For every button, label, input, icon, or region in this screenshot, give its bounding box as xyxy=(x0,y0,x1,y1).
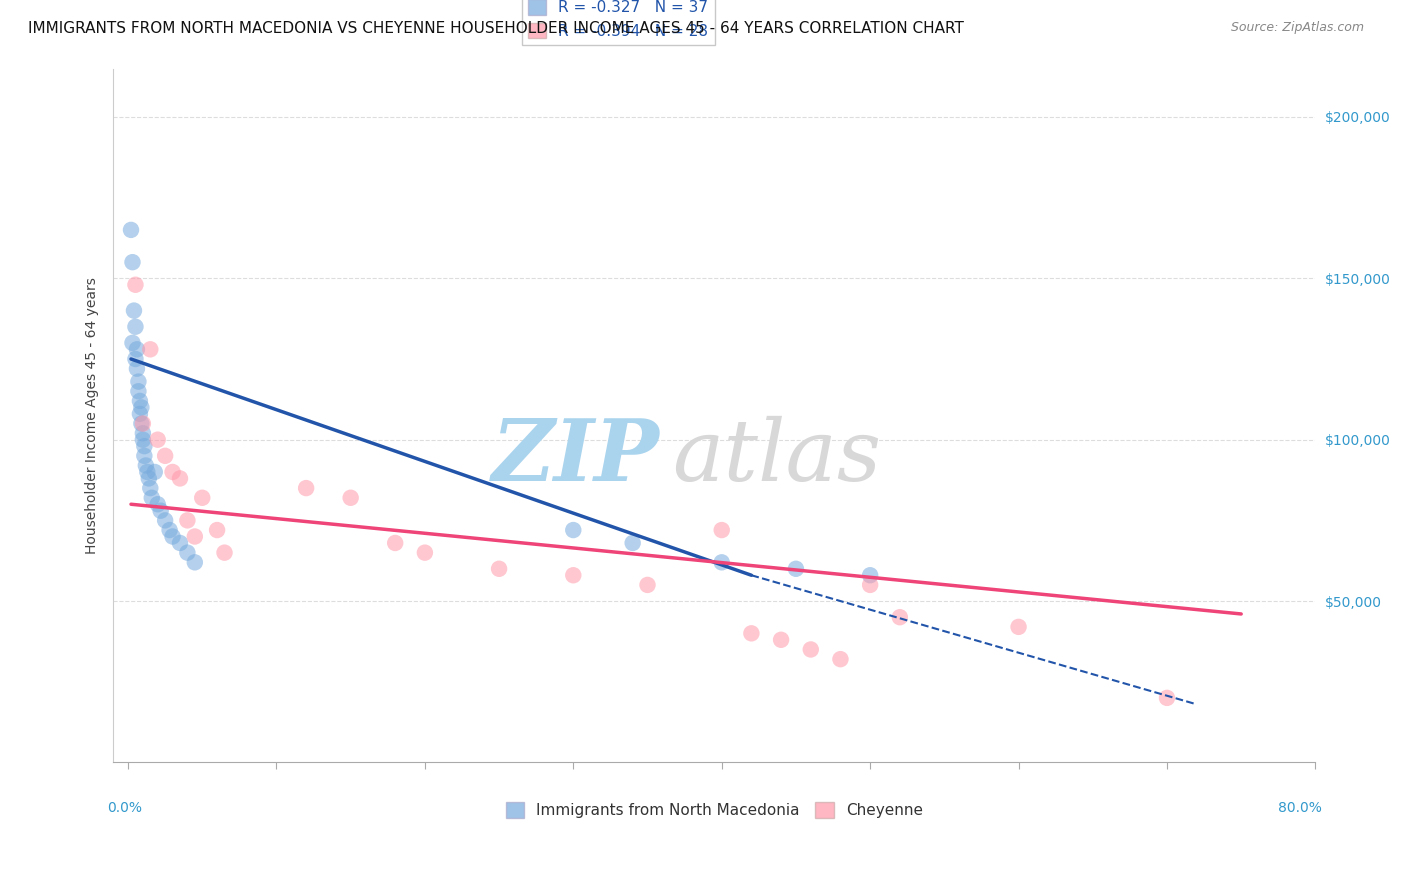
Point xyxy=(1156,690,1178,705)
Point xyxy=(129,393,152,408)
Point xyxy=(176,546,198,560)
Point xyxy=(121,335,143,350)
Point xyxy=(153,449,176,463)
Y-axis label: Householder Income Ages 45 - 64 years: Householder Income Ages 45 - 64 years xyxy=(86,277,100,554)
Point xyxy=(169,471,191,485)
Text: 0.0%: 0.0% xyxy=(107,801,142,814)
Point xyxy=(162,529,184,543)
Point xyxy=(859,578,882,592)
Point xyxy=(159,523,181,537)
Point xyxy=(141,491,163,505)
Point xyxy=(127,384,149,399)
Legend: Immigrants from North Macedonia, Cheyenne: Immigrants from North Macedonia, Cheyenn… xyxy=(499,796,929,824)
Point xyxy=(153,513,176,527)
Point xyxy=(146,433,169,447)
Point xyxy=(339,491,361,505)
Point xyxy=(122,303,145,318)
Point xyxy=(859,568,882,582)
Text: IMMIGRANTS FROM NORTH MACEDONIA VS CHEYENNE HOUSEHOLDER INCOME AGES 45 - 64 YEAR: IMMIGRANTS FROM NORTH MACEDONIA VS CHEYE… xyxy=(28,21,965,36)
Point xyxy=(125,343,148,357)
Point xyxy=(384,536,406,550)
Point xyxy=(124,351,146,366)
Point xyxy=(830,652,852,666)
Point xyxy=(169,536,191,550)
Point xyxy=(710,555,733,569)
Point xyxy=(770,632,793,647)
Text: 80.0%: 80.0% xyxy=(1278,801,1322,814)
Point xyxy=(139,481,162,495)
Point xyxy=(149,504,172,518)
Point xyxy=(143,465,166,479)
Point xyxy=(562,523,585,537)
Point xyxy=(139,343,162,357)
Point xyxy=(562,568,585,582)
Point xyxy=(131,417,153,431)
Point xyxy=(127,375,149,389)
Point xyxy=(800,642,823,657)
Point xyxy=(184,529,207,543)
Point xyxy=(134,439,156,453)
Point xyxy=(214,546,236,560)
Point xyxy=(1007,620,1029,634)
Point xyxy=(129,407,152,421)
Point xyxy=(120,223,142,237)
Point xyxy=(132,433,155,447)
Point xyxy=(132,417,155,431)
Point xyxy=(621,536,644,550)
Point xyxy=(162,465,184,479)
Point xyxy=(146,497,169,511)
Point xyxy=(136,465,159,479)
Point xyxy=(184,555,207,569)
Point xyxy=(124,277,146,292)
Point xyxy=(124,319,146,334)
Point xyxy=(295,481,318,495)
Text: atlas: atlas xyxy=(672,416,882,499)
Point xyxy=(785,562,807,576)
Text: ZIP: ZIP xyxy=(492,416,661,499)
Point xyxy=(889,610,911,624)
Point xyxy=(488,562,510,576)
Point xyxy=(710,523,733,537)
Point xyxy=(205,523,228,537)
Point xyxy=(138,471,160,485)
Point xyxy=(131,401,153,415)
Point xyxy=(125,361,148,376)
Point xyxy=(134,449,156,463)
Point xyxy=(413,546,436,560)
Point xyxy=(176,513,198,527)
Point xyxy=(132,426,155,441)
Text: Source: ZipAtlas.com: Source: ZipAtlas.com xyxy=(1230,21,1364,34)
Point xyxy=(121,255,143,269)
Point xyxy=(740,626,762,640)
Point xyxy=(191,491,214,505)
Point xyxy=(637,578,659,592)
Point xyxy=(135,458,157,473)
